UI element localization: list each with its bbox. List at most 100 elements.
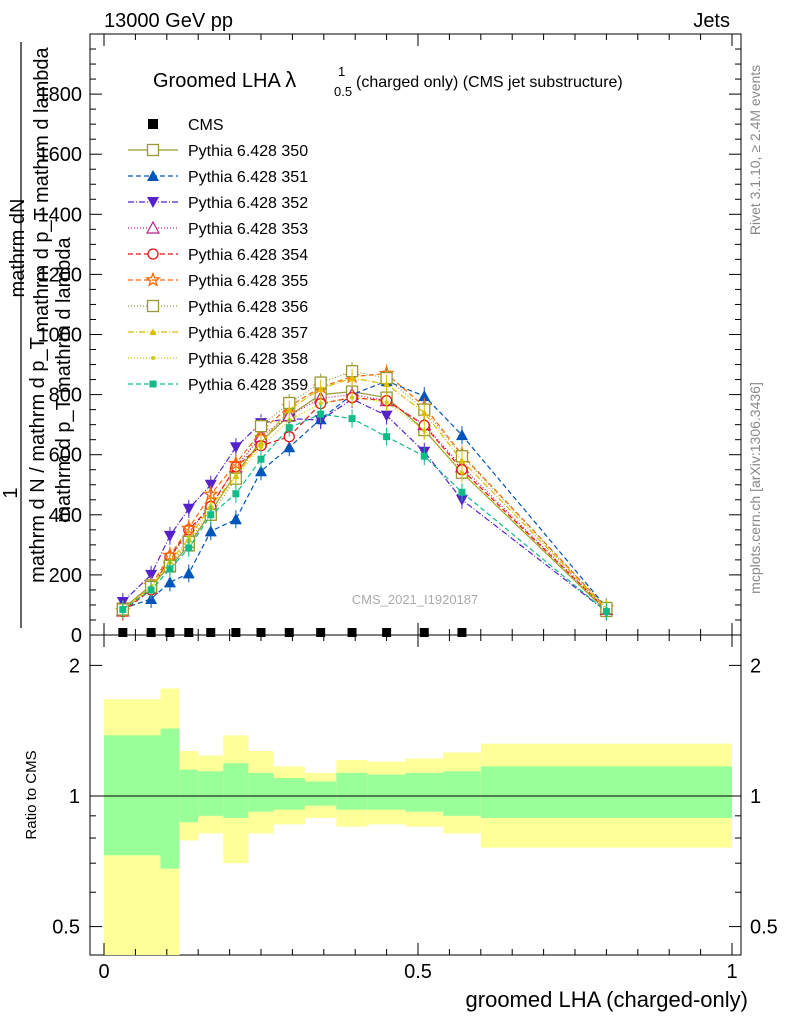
series-point — [283, 441, 296, 453]
legend-label: Pythia 6.428 356 — [188, 299, 308, 316]
title-superscript: 1 — [338, 64, 345, 79]
series-point — [145, 569, 158, 581]
ratio-inner-band — [198, 771, 224, 816]
series-point — [317, 385, 325, 392]
cms-point — [419, 627, 429, 637]
svg-text:Groomed LHA λ: Groomed LHA λ — [153, 67, 296, 92]
series-point — [602, 608, 610, 616]
series-line — [122, 380, 607, 610]
series-line — [122, 413, 607, 613]
cms-data-points — [118, 627, 467, 637]
cms-point — [382, 627, 392, 637]
series-point — [232, 490, 240, 498]
series-point — [204, 525, 217, 537]
legend-marker — [146, 143, 160, 157]
cms-point — [118, 627, 128, 637]
series-point — [259, 445, 263, 450]
series-line — [122, 377, 607, 610]
series-point — [163, 530, 176, 542]
series-point — [420, 452, 428, 460]
x-tick-label: 0.5 — [404, 961, 432, 983]
legend-label: Pythia 6.428 353 — [188, 221, 308, 238]
ratio-inner-band — [304, 781, 337, 806]
y-tick-label: 1600 — [38, 144, 83, 166]
ratio-bands — [90, 688, 741, 955]
series-point — [318, 401, 323, 406]
legend-marker — [147, 197, 159, 208]
series-point — [185, 544, 193, 552]
y-tick-label: 1400 — [38, 204, 83, 226]
series-point — [229, 513, 242, 525]
legend-label: Pythia 6.428 354 — [188, 247, 308, 264]
series-line — [122, 370, 607, 610]
series-line — [122, 396, 607, 613]
series-line — [122, 398, 607, 613]
legend-label: Pythia 6.428 358 — [188, 351, 308, 368]
series-pythia-6.428-350 — [116, 382, 613, 620]
series-point — [182, 567, 195, 579]
ratio-y-tick-label: 2 — [69, 655, 80, 677]
main-y-axis-label: mathrm dN mathrm d p_T mathrm d lambda 1… — [0, 42, 75, 628]
ratio-y-tick-label-right: 2 — [750, 655, 761, 677]
ratio-y-tick-label-right: 0.5 — [750, 917, 778, 939]
analysis-watermark: CMS_2021_I1920187 — [352, 592, 479, 607]
legend-label: Pythia 6.428 352 — [188, 195, 308, 212]
legend-entry: Pythia 6.428 356 — [128, 299, 308, 316]
y-tick-label: 400 — [49, 505, 82, 527]
series-point — [459, 470, 464, 475]
title-main: Groomed LHA — [153, 70, 285, 92]
series-point — [163, 576, 176, 588]
ratio-inner-band — [336, 772, 368, 810]
cms-point — [284, 627, 294, 637]
legend-marker — [145, 220, 161, 234]
series-pythia-6.428-353 — [115, 385, 614, 620]
ratio-y-tick-label-right: 1 — [750, 786, 761, 808]
ratio-y-tick-label: 1 — [69, 786, 80, 808]
legend-entry: Pythia 6.428 359 — [128, 377, 308, 394]
ratio-inner-band — [273, 778, 305, 810]
series-point — [285, 424, 293, 432]
legend-label-cms: CMS — [188, 117, 224, 134]
legend-entry: Pythia 6.428 353 — [128, 220, 308, 238]
series-point — [418, 390, 431, 402]
series-point — [207, 511, 215, 519]
series-point — [182, 503, 195, 515]
series-point — [458, 488, 466, 496]
legend-marker — [147, 248, 159, 260]
main-axes: 0 200 400 600 800 1000 1200 1400 1600 1800 — [38, 34, 741, 647]
x-axis-label: groomed LHA (charged-only) — [466, 987, 748, 1012]
cms-point — [347, 627, 357, 637]
series-layer — [114, 362, 615, 621]
series-point — [257, 455, 265, 463]
series-point — [350, 395, 355, 400]
rivet-label: Rivet 3.1.10, ≥ 2.4M events — [747, 65, 763, 235]
y-tick-label: 1000 — [38, 325, 83, 347]
mcplots-label: mcplots.cern.ch [arXiv:1306.3436] — [747, 382, 763, 594]
series-point — [285, 406, 293, 413]
series-point — [254, 420, 268, 433]
cms-point — [206, 627, 216, 637]
ratio-plot-frame — [89, 634, 742, 956]
y-tick-label: 600 — [49, 445, 82, 467]
legend-label: Pythia 6.428 359 — [188, 377, 308, 394]
ylabel-prefix: 1 — [0, 487, 22, 498]
y-tick-label: 1800 — [38, 84, 83, 106]
series-point — [420, 409, 428, 416]
legend-label: Pythia 6.428 355 — [188, 273, 308, 290]
title-subscript: 0.5 — [334, 84, 352, 99]
series-point — [455, 429, 468, 441]
legend-entry: Pythia 6.428 354 — [128, 247, 308, 264]
legend-marker — [147, 170, 159, 181]
cms-point — [316, 627, 326, 637]
legend-label: Pythia 6.428 357 — [188, 325, 308, 342]
ylabel-numerator: mathrm dN — [7, 199, 29, 298]
legend-marker — [151, 356, 155, 360]
cms-point — [184, 627, 194, 637]
series-pythia-6.428-359 — [119, 405, 610, 621]
x-tick-label: 1 — [726, 961, 737, 983]
series-point — [317, 410, 325, 418]
series-pythia-6.428-357 — [119, 369, 610, 619]
legend-entry: Pythia 6.428 357 — [128, 325, 308, 342]
y-tick-label: 200 — [49, 565, 82, 587]
